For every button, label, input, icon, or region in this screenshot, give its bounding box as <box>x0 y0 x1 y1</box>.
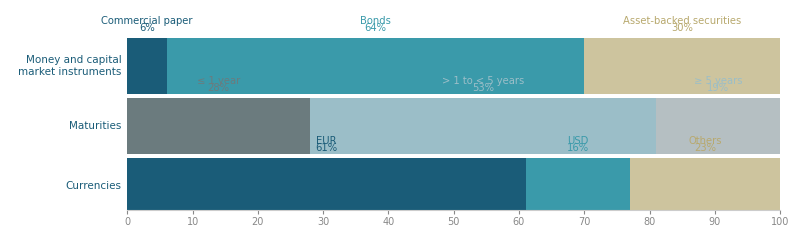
Bar <box>310 98 656 154</box>
Bar <box>166 38 584 94</box>
Text: > 1 to < 5 years: > 1 to < 5 years <box>442 76 525 86</box>
Text: USD: USD <box>567 136 588 146</box>
Bar <box>525 158 630 214</box>
Text: 30%: 30% <box>671 23 693 33</box>
Bar <box>127 158 525 214</box>
Text: Others: Others <box>689 136 722 146</box>
Text: EUR: EUR <box>316 136 337 146</box>
Bar <box>656 98 780 154</box>
Text: ≥ 5 years: ≥ 5 years <box>694 76 743 86</box>
Text: 53%: 53% <box>472 83 494 93</box>
Text: 19%: 19% <box>707 83 729 93</box>
Text: ≤ 1 year: ≤ 1 year <box>197 76 240 86</box>
Text: 64%: 64% <box>365 23 386 33</box>
Text: 61%: 61% <box>315 143 338 153</box>
Text: 16%: 16% <box>567 143 589 153</box>
Bar <box>630 158 780 214</box>
Text: 23%: 23% <box>694 143 716 153</box>
Bar <box>584 38 780 94</box>
Bar <box>127 98 310 154</box>
Bar <box>127 38 166 94</box>
Text: 6%: 6% <box>139 23 154 33</box>
Text: Asset-backed securities: Asset-backed securities <box>623 16 741 26</box>
Text: Commercial paper: Commercial paper <box>101 16 193 26</box>
Text: Bonds: Bonds <box>360 16 391 26</box>
Text: 28%: 28% <box>208 83 230 93</box>
